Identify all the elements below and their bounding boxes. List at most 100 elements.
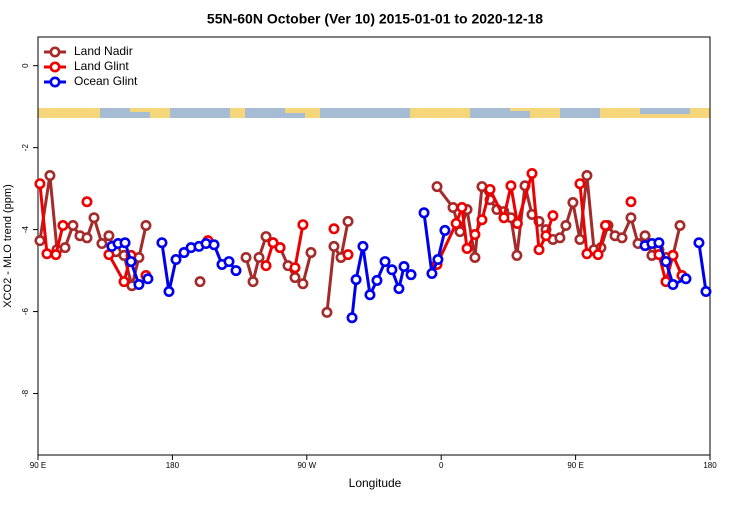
data-point [118,276,130,288]
data-point [418,207,430,219]
data-point [328,240,340,252]
data-point [693,237,705,249]
chart-title: 55N-60N October (Ver 10) 2015-01-01 to 2… [207,11,543,27]
data-point [328,223,340,235]
data-point [125,256,137,268]
data-point [599,220,611,232]
y-tick-label: 0 [21,63,30,68]
data-point [469,251,481,263]
data-point [119,237,131,249]
data-point [660,256,672,268]
data-point [667,249,679,261]
data-point [431,181,443,193]
data-point [581,248,593,260]
data-point [194,276,206,288]
data-point [554,232,566,244]
data-point [274,242,286,254]
data-point [50,249,62,261]
data-point [34,178,46,190]
data-point [103,230,115,242]
data-point [592,249,604,261]
data-point [574,178,586,190]
data-point [44,170,56,182]
data-point [625,196,637,208]
y-tick-label: -2 [21,144,30,152]
data-point [81,232,93,244]
data-point [498,212,510,224]
data-point [59,242,71,254]
data-point [405,269,417,281]
data-point [439,224,451,236]
map-strip [38,108,710,118]
data-point [680,273,692,285]
data-point [142,273,154,285]
data-point [700,285,712,297]
data-point [305,247,317,259]
data-point [574,233,586,245]
data-point [456,201,468,213]
data-point [321,306,333,318]
legend-marker [49,76,61,88]
data-point [616,232,628,244]
data-point [178,247,190,259]
data-point [364,289,376,301]
data-point [526,167,538,179]
data-point [223,256,235,268]
data-point [533,244,545,256]
x-tick-label: 90 W [297,461,316,470]
data-point [667,279,679,291]
data-point [81,196,93,208]
data-point [567,197,579,209]
data-point [170,254,182,266]
data-point [57,220,69,232]
data-point [34,235,46,247]
data-point [461,242,473,254]
data-point [267,237,279,249]
y-axis-label: XCO2 - MLO trend (ppm) [2,184,14,307]
x-tick-label: 180 [166,461,180,470]
data-point [469,229,481,241]
data-point [547,210,559,222]
data-point [625,212,637,224]
x-tick-label: 90 E [30,461,46,470]
data-point [398,260,410,272]
legend-label: Ocean Glint [74,74,138,88]
data-point [639,230,651,242]
data-point [426,267,438,279]
data-point [350,274,362,286]
x-tick-label: 180 [703,461,717,470]
legend-marker [49,61,61,73]
data-point [140,220,152,232]
data-point [67,220,79,232]
data-point [88,212,100,224]
data-point [393,283,405,295]
y-tick-label: -8 [21,389,30,397]
data-point [511,217,523,229]
data-point [240,251,252,263]
data-point [342,215,354,227]
legend-marker [49,46,61,58]
data-point [511,249,523,261]
data-point [230,265,242,277]
data-point [260,231,272,243]
data-point [379,256,391,268]
data-point [432,254,444,266]
data-point [208,239,220,251]
data-point [484,183,496,195]
data-point [289,272,301,284]
data-point [371,274,383,286]
data-point [156,237,168,249]
data-point [386,264,398,276]
data-point [297,278,309,290]
data-point [476,214,488,226]
x-tick-label: 0 [439,461,444,470]
data-point [342,249,354,261]
data-point [674,220,686,232]
data-point [247,276,259,288]
data-point [346,312,358,324]
data-point [560,220,572,232]
data-point [41,248,53,260]
data-point [289,262,301,274]
data-point [133,279,145,291]
